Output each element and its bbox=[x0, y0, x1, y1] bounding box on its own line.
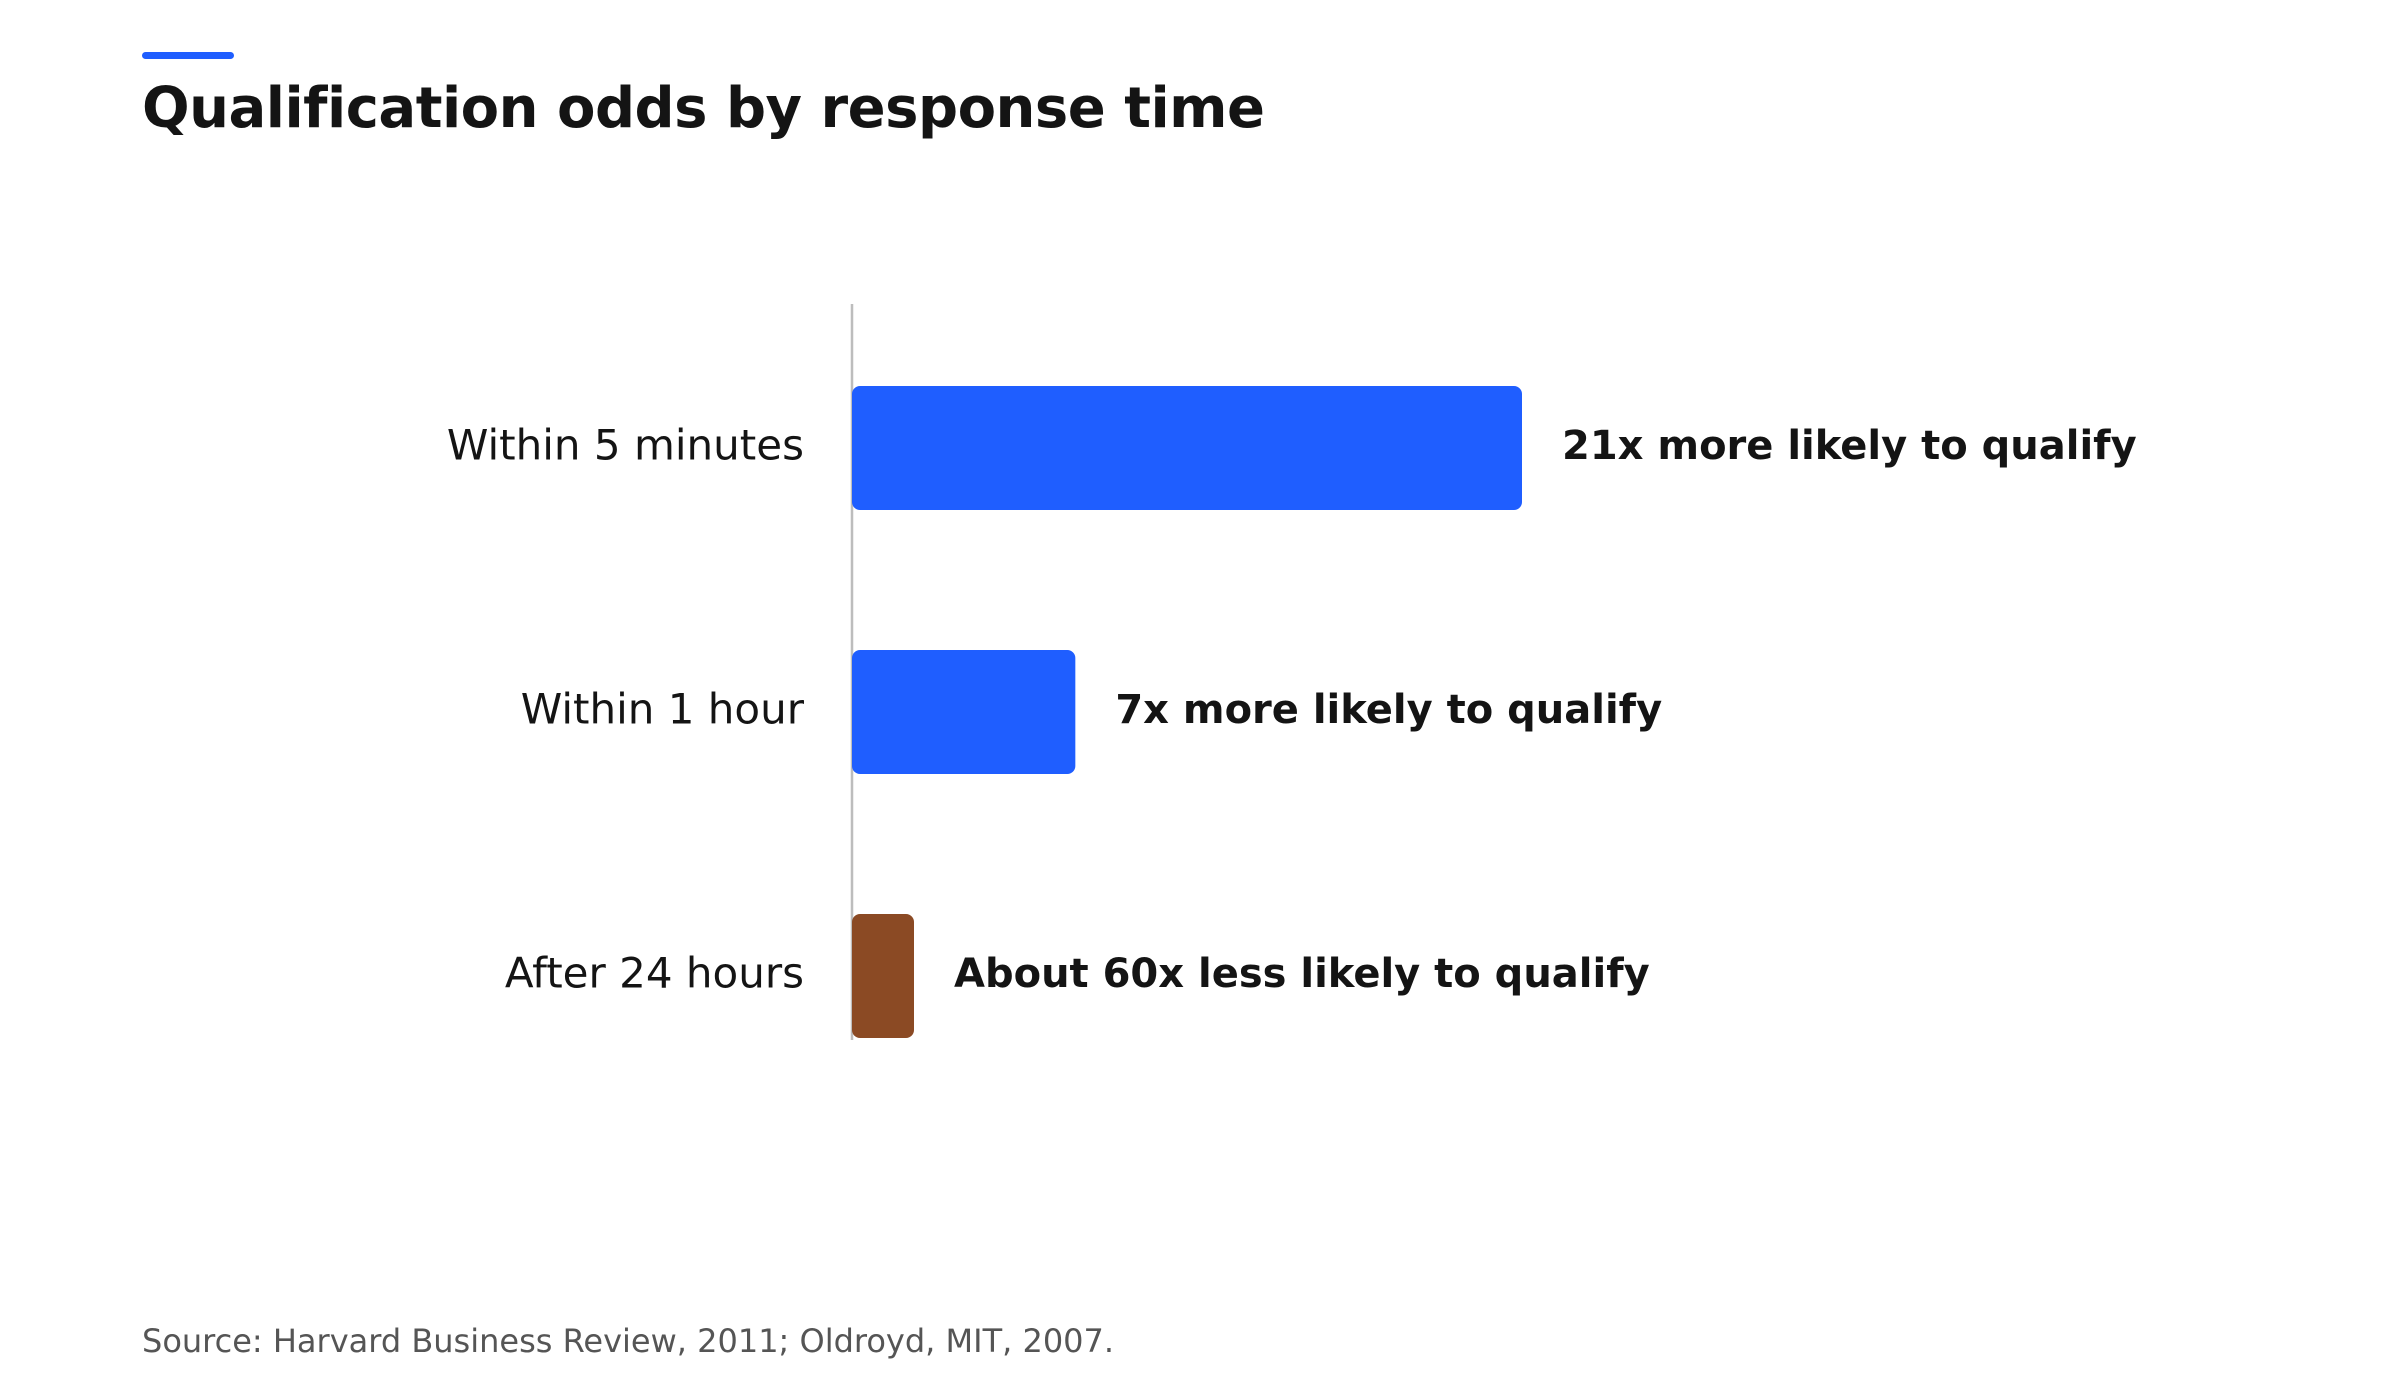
title-accent-rule bbox=[142, 52, 234, 59]
bar-value-label: 7x more likely to qualify bbox=[1115, 687, 1662, 733]
category-label: Within 5 minutes bbox=[447, 421, 804, 470]
bar-value-label: About 60x less likely to qualify bbox=[954, 951, 1650, 997]
bar-value-label: 21x more likely to qualify bbox=[1562, 423, 2137, 469]
category-label: After 24 hours bbox=[505, 949, 804, 998]
source-note: Source: Harvard Business Review, 2011; O… bbox=[142, 1322, 1115, 1360]
bar bbox=[852, 386, 1522, 510]
category-label: Within 1 hour bbox=[521, 685, 805, 734]
bar bbox=[852, 914, 914, 1038]
bar bbox=[852, 650, 1076, 774]
chart-title: Qualification odds by response time bbox=[142, 76, 1265, 141]
